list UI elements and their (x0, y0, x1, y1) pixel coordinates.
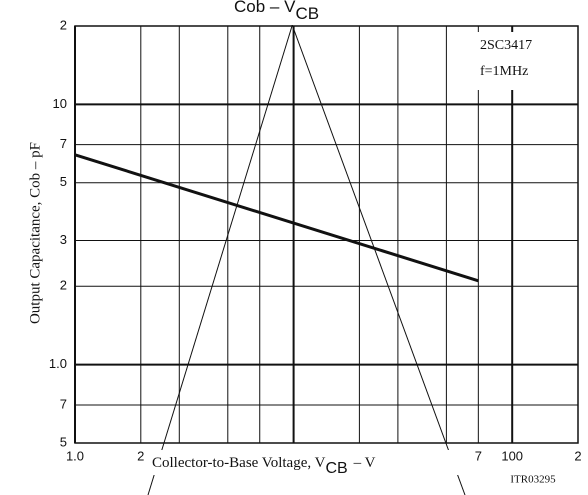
x-tick-label: 2 (137, 448, 144, 463)
y-axis-label: Output Capacitance, Cob – pF (27, 142, 43, 324)
y-tick-label: 3 (60, 232, 67, 247)
figure-code: ITR03295 (510, 474, 556, 486)
x-label-subscript: CB (325, 460, 347, 477)
y-tick-label: 2 (60, 278, 67, 293)
title-subscript: CB (295, 4, 319, 23)
annotation: 2SC3417 (480, 38, 532, 53)
x-label-bg (150, 450, 465, 475)
title-bg (230, 0, 390, 25)
y-tick-label: 10 (53, 96, 67, 111)
title-main: Cob – V (234, 0, 296, 16)
x-tick-label: 1.0 (66, 448, 84, 463)
plot-frame (74, 25, 579, 444)
scan-stroke (147, 0, 301, 495)
x-tick-label: 7 (475, 448, 482, 463)
y-tick-label: 1.0 (49, 356, 67, 371)
x-axis-label: Collector-to-Base Voltage, VCB – V (152, 455, 376, 477)
y-tick-label: 7 (60, 136, 67, 151)
annotation-box (470, 32, 575, 90)
x-tick-label: 100 (501, 448, 523, 463)
y-tick-label: 7 (60, 396, 67, 411)
x-label-main: Collector-to-Base Voltage, V (152, 455, 326, 471)
x-label-unit: – V (353, 455, 376, 471)
marks (74, 153, 479, 283)
y-tick-label: 5 (60, 434, 67, 449)
chart-title: Cob – VCB (234, 0, 319, 23)
x-tick-label: 2 (574, 448, 581, 463)
annotation: f=1MHz (480, 64, 528, 79)
series-line (74, 153, 479, 283)
y-tick-label: 5 (60, 174, 67, 189)
y-tick-label: 2 (60, 17, 67, 32)
